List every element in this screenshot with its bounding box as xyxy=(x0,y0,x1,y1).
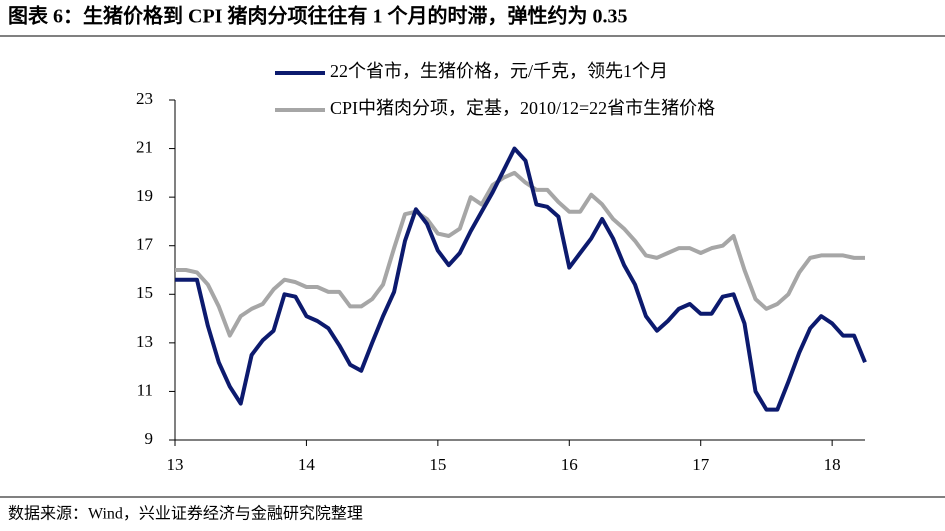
x-tick-label: 16 xyxy=(561,455,578,474)
source: 数据来源：Wind，兴业证券经济与金融研究院整理 xyxy=(8,505,363,523)
legend-label: CPI中猪肉分项，定基，2010/12=22省市生猪价格 xyxy=(330,98,715,118)
series-line xyxy=(175,146,867,412)
y-tick-label: 21 xyxy=(136,137,153,156)
y-tick-label: 19 xyxy=(136,186,153,205)
y-tick-label: 17 xyxy=(136,235,154,254)
legend-label: 22个省市，生猪价格，元/千克，领先1个月 xyxy=(330,61,668,81)
y-tick-label: 9 xyxy=(145,429,154,448)
y-tick-label: 13 xyxy=(136,332,153,351)
y-tick-label: 23 xyxy=(136,89,153,108)
x-tick-label: 14 xyxy=(298,455,316,474)
x-tick-label: 18 xyxy=(824,455,841,474)
y-tick-label: 15 xyxy=(136,283,153,302)
x-tick-label: 17 xyxy=(692,455,710,474)
y-tick-label: 11 xyxy=(137,380,153,399)
x-tick-label: 13 xyxy=(167,455,184,474)
x-tick-label: 15 xyxy=(429,455,446,474)
chart-title: 图表 6：生猪价格到 CPI 猪肉分项往往有 1 个月的时滞，弹性约为 0.35 xyxy=(8,4,627,28)
series-line xyxy=(175,170,865,338)
